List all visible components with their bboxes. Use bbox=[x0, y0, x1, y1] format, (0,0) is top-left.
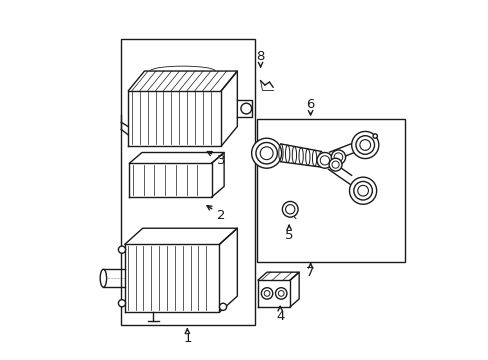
Circle shape bbox=[331, 150, 345, 164]
Circle shape bbox=[118, 246, 125, 253]
Text: 1: 1 bbox=[183, 333, 191, 346]
Bar bbox=[121, 39, 255, 325]
Text: 3: 3 bbox=[217, 154, 225, 167]
Circle shape bbox=[241, 103, 251, 114]
Circle shape bbox=[278, 291, 284, 296]
Text: 2: 2 bbox=[217, 209, 225, 222]
Circle shape bbox=[359, 140, 370, 150]
Text: 7: 7 bbox=[305, 266, 314, 279]
Circle shape bbox=[331, 161, 339, 168]
Circle shape bbox=[251, 138, 281, 168]
Circle shape bbox=[349, 177, 376, 204]
Text: 8: 8 bbox=[256, 50, 264, 63]
Text: 5: 5 bbox=[285, 229, 293, 242]
Circle shape bbox=[328, 158, 341, 171]
Circle shape bbox=[282, 202, 298, 217]
Circle shape bbox=[260, 147, 272, 159]
Ellipse shape bbox=[100, 269, 106, 287]
Circle shape bbox=[118, 300, 125, 307]
Circle shape bbox=[357, 185, 367, 196]
Circle shape bbox=[285, 204, 294, 214]
Circle shape bbox=[316, 153, 332, 168]
Circle shape bbox=[264, 291, 269, 296]
Text: 6: 6 bbox=[306, 99, 314, 112]
Text: 4: 4 bbox=[275, 310, 284, 323]
Circle shape bbox=[275, 288, 286, 299]
Circle shape bbox=[320, 156, 329, 165]
Circle shape bbox=[333, 153, 342, 161]
Circle shape bbox=[353, 181, 372, 200]
Circle shape bbox=[219, 303, 226, 310]
Circle shape bbox=[355, 136, 374, 154]
Bar bbox=[257, 119, 405, 262]
Circle shape bbox=[372, 134, 377, 138]
Circle shape bbox=[351, 131, 378, 158]
Circle shape bbox=[261, 288, 272, 299]
Circle shape bbox=[255, 143, 277, 164]
